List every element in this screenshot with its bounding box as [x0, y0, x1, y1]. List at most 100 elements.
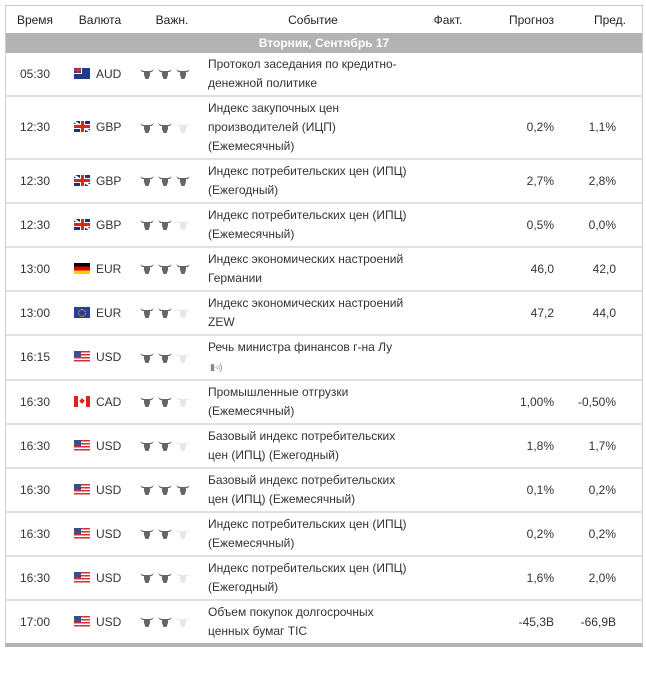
event-time: 12:30	[6, 96, 64, 160]
event-forecast: 0,1%	[478, 468, 562, 513]
event-row[interactable]: 16:30 USD Базовый индекс потребительских…	[6, 468, 642, 513]
bull-icon	[176, 485, 190, 496]
bull-icon	[176, 397, 190, 408]
event-row[interactable]: 05:30 AUD Протокол заседания по кредитно…	[6, 53, 642, 97]
currency-code: EUR	[96, 305, 122, 320]
event-name-cell: Протокол заседания по кредитно-денежной …	[208, 53, 418, 97]
flag-icon	[74, 527, 90, 539]
bull-icon	[176, 264, 190, 275]
event-row[interactable]: 12:30 GBP Индекс закупочных цен производ…	[6, 96, 642, 160]
event-actual	[418, 335, 478, 381]
bull-icon	[176, 308, 190, 319]
event-currency: USD	[64, 600, 136, 643]
header-currency[interactable]: Валюта	[78, 12, 122, 27]
event-currency: USD	[64, 512, 136, 557]
event-name-cell: Базовый индекс потребительских цен (ИПЦ)…	[208, 468, 418, 513]
bull-icon	[158, 573, 172, 584]
bull-icon	[140, 308, 154, 319]
event-time: 16:30	[6, 380, 64, 425]
event-name-cell: Индекс экономических настроений Германии	[208, 247, 418, 292]
bull-icon	[158, 220, 172, 231]
date-bar: Вторник, Сентябрь 17	[6, 33, 642, 53]
event-name[interactable]: Индекс закупочных цен производителей (ИЦ…	[208, 101, 339, 153]
importance-rating	[136, 468, 208, 513]
bull-icon	[176, 220, 190, 231]
event-previous: 0,2%	[562, 512, 642, 557]
bull-icon	[158, 397, 172, 408]
event-row[interactable]: 16:15 USD Речь министра финансов г-на Лу…	[6, 335, 642, 381]
event-actual	[418, 53, 478, 97]
header-event[interactable]: Событие	[288, 12, 338, 27]
event-row[interactable]: 17:00 USD Объем покупок долгосрочных цен…	[6, 600, 642, 643]
event-row[interactable]: 16:30 USD Базовый индекс потребительских…	[6, 424, 642, 469]
event-forecast: 1,8%	[478, 424, 562, 469]
importance-rating	[136, 556, 208, 601]
event-name[interactable]: Речь министра финансов г-на Лу	[208, 340, 393, 354]
event-time: 16:30	[6, 556, 64, 601]
currency-code: USD	[96, 526, 122, 541]
event-previous: 0,0%	[562, 203, 642, 248]
flag-icon	[74, 615, 90, 627]
event-row[interactable]: 16:30 USD Индекс потребительских цен (ИП…	[6, 512, 642, 557]
event-actual	[418, 512, 478, 557]
importance-rating	[136, 512, 208, 557]
event-time: 16:30	[6, 424, 64, 469]
event-actual	[418, 424, 478, 469]
bull-icon	[176, 352, 190, 363]
event-previous	[562, 335, 642, 381]
event-previous: 1,1%	[562, 96, 642, 160]
header-previous[interactable]: Пред.	[593, 12, 626, 27]
event-row[interactable]: 13:00 EUR Индекс экономических настроени…	[6, 247, 642, 292]
header-time[interactable]: Время	[16, 12, 54, 27]
event-actual	[418, 96, 478, 160]
header-importance[interactable]: Важн.	[155, 12, 189, 27]
event-name[interactable]: Индекс потребительских цен (ИПЦ) (Ежемес…	[208, 517, 407, 550]
currency-code: CAD	[96, 394, 122, 409]
event-name[interactable]: Базовый индекс потребительских цен (ИПЦ)…	[208, 429, 396, 462]
event-name[interactable]: Индекс потребительских цен (ИПЦ) (Ежегод…	[208, 561, 407, 594]
event-name[interactable]: Промышленные отгрузки (Ежемесячный)	[208, 385, 349, 418]
event-row[interactable]: 12:30 GBP Индекс потребительских цен (ИП…	[6, 203, 642, 248]
event-row[interactable]: 16:30 USD Индекс потребительских цен (ИП…	[6, 556, 642, 601]
importance-rating	[136, 600, 208, 643]
bull-icon	[158, 122, 172, 133]
header-actual[interactable]: Факт.	[433, 12, 463, 27]
event-forecast	[478, 335, 562, 381]
currency-code: USD	[96, 614, 122, 629]
event-currency: CAD	[64, 380, 136, 425]
event-forecast: 46,0	[478, 247, 562, 292]
event-name[interactable]: Индекс потребительских цен (ИПЦ) (Ежемес…	[208, 208, 407, 241]
event-row[interactable]: 16:30 CAD Промышленные отгрузки (Ежемеся…	[6, 380, 642, 425]
event-name[interactable]: Базовый индекс потребительских цен (ИПЦ)…	[208, 473, 396, 506]
currency-code: AUD	[96, 66, 122, 81]
event-currency: GBP	[64, 159, 136, 204]
flag-icon	[74, 67, 90, 79]
event-row[interactable]: 12:30 GBP Индекс потребительских цен (ИП…	[6, 159, 642, 204]
event-name[interactable]: Объем покупок долгосрочных ценных бумаг …	[208, 605, 374, 638]
bull-icon	[176, 617, 190, 628]
event-name-cell: Индекс потребительских цен (ИПЦ) (Ежемес…	[208, 512, 418, 557]
bull-icon	[140, 529, 154, 540]
importance-rating	[136, 203, 208, 248]
event-name[interactable]: Индекс экономических настроений Германии	[208, 252, 404, 285]
event-time: 16:30	[6, 468, 64, 513]
event-previous: 42,0	[562, 247, 642, 292]
event-actual	[418, 247, 478, 292]
event-actual	[418, 159, 478, 204]
bull-icon	[176, 441, 190, 452]
event-name[interactable]: Протокол заседания по кредитно-денежной …	[208, 57, 397, 90]
event-previous: -0,50%	[562, 380, 642, 425]
event-actual	[418, 380, 478, 425]
event-name[interactable]: Индекс потребительских цен (ИПЦ) (Ежегод…	[208, 164, 407, 197]
event-previous: 2,0%	[562, 556, 642, 601]
event-name-cell: Индекс закупочных цен производителей (ИЦ…	[208, 96, 418, 160]
event-name-cell: Индекс потребительских цен (ИПЦ) (Ежемес…	[208, 203, 418, 248]
event-previous: 2,8%	[562, 159, 642, 204]
currency-code: GBP	[96, 217, 122, 232]
bull-icon	[158, 485, 172, 496]
header-forecast[interactable]: Прогноз	[508, 12, 554, 27]
event-row[interactable]: 13:00 EUR Индекс экономических настроени…	[6, 291, 642, 336]
flag-icon	[74, 395, 90, 407]
event-name[interactable]: Индекс экономических настроений ZEW	[208, 296, 404, 329]
bull-icon	[158, 529, 172, 540]
